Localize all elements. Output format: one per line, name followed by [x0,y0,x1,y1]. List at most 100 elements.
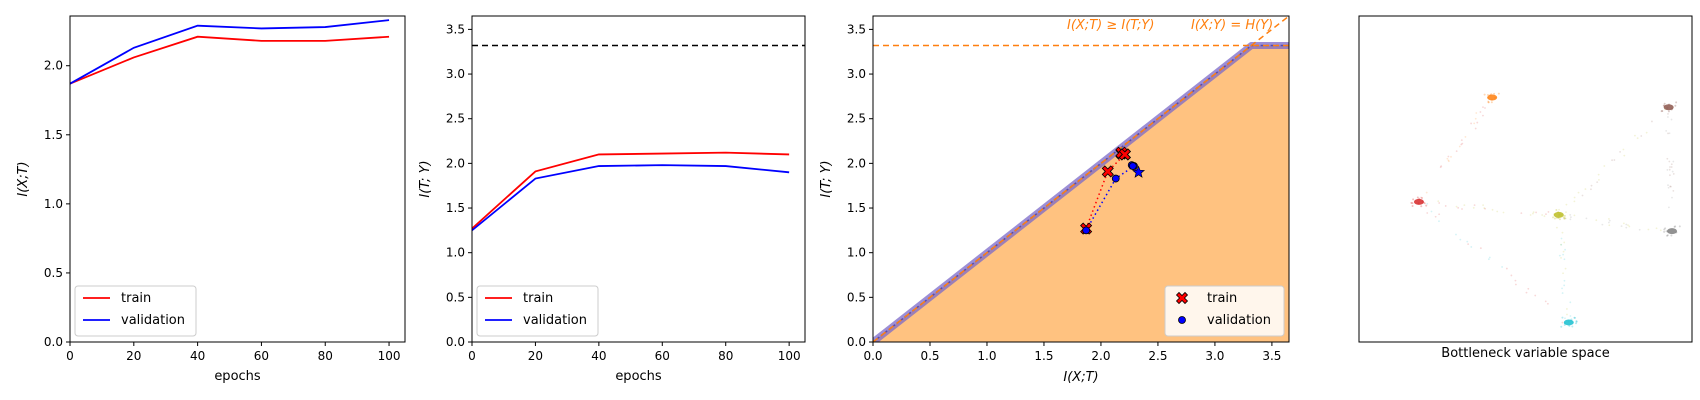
cluster-point [1663,102,1666,105]
embedding-point [1545,213,1547,216]
embedding-point [1430,210,1433,213]
embedding-point [1534,294,1537,297]
cluster-point [1552,216,1555,219]
x-axis-label: Bottleneck variable space [1441,346,1609,361]
embedding-point [1560,243,1562,246]
cluster-point [1557,217,1560,220]
embedding-point [1439,166,1442,169]
cluster-point [1490,98,1493,101]
embedding-point [1562,253,1565,256]
cluster-point [1425,204,1428,207]
legend: train validation [74,285,197,337]
cluster-point [1573,316,1576,319]
embedding-point [1470,122,1473,125]
cluster-point [1410,201,1413,204]
y-tick-label: 2.0 [44,59,63,73]
x-tick-label: 2.0 [1091,349,1110,363]
cluster-point [1553,217,1556,220]
embedding-point [1565,308,1568,310]
embedding-point [1444,205,1447,207]
identity-line [873,16,1289,342]
chart-panel-1: 0 20 40 60 80 100 0.0 0.5 1.0 1.5 2.0 epochs I(X;T… [16,15,406,384]
legend-label-validation: validation [121,313,185,328]
embedding-point [1569,315,1572,317]
embedding-point [1496,210,1499,213]
embedding-point [1450,155,1452,158]
cluster-5 [1667,228,1678,235]
legend-label-train: train [121,291,151,306]
feasible-region [873,45,1289,342]
cluster-point [1489,94,1492,97]
cluster-2 [1663,104,1674,111]
embedding-point [1541,214,1544,216]
embedding-point [1514,279,1517,282]
embedding-point [1455,205,1458,208]
x-tick-label: 100 [778,349,801,363]
cluster-point [1662,104,1665,107]
embedding-point [1622,148,1625,151]
embedding-point [1501,266,1503,268]
embedding-point [1460,143,1463,146]
embedding-point [1461,142,1464,145]
embedding-point [1473,122,1476,125]
x-tick-label: 3.5 [1262,349,1281,363]
embedding-point [1467,243,1470,246]
embedding-point [1608,224,1611,227]
legend-label-validation: validation [523,313,587,328]
embedding-point [1544,300,1547,303]
embedding-point [1563,284,1566,287]
cluster-point [1486,93,1489,96]
embedding-point [1447,159,1450,162]
point-train [1101,165,1114,178]
x-tick-label: 80 [718,349,733,363]
embedding-point [1555,226,1558,229]
x-tick-label: 40 [190,349,205,363]
cluster-point [1668,103,1671,106]
embedding-point [1565,203,1568,206]
plot-area-frame [471,15,806,343]
embedding-point [1670,118,1673,121]
cluster-point [1664,227,1667,230]
cluster-point [1675,101,1678,104]
embedding-point [1458,145,1461,148]
embedding-point [1670,166,1673,168]
x-tick-label: 0.0 [863,349,882,363]
embedding-point [1623,154,1626,157]
cluster-point [1575,320,1578,323]
cluster-point [1667,110,1670,113]
cluster-point [1418,197,1421,200]
x-tick-label: 1.5 [1034,349,1053,363]
embedding-point [1455,150,1458,153]
embedding-point [1569,301,1572,304]
embedding-point [1620,225,1623,228]
embedding-point [1447,155,1450,158]
embedding-point [1483,207,1486,209]
embedding-point [1482,114,1484,117]
embedding-point [1446,157,1449,160]
y-tick-label: 0.0 [44,335,63,349]
cluster-point [1555,216,1558,219]
plot-area-frame [1358,15,1693,343]
embedding-point [1603,165,1606,167]
annotation-entropy: I(X;Y) = H(Y) [1191,18,1273,33]
embedding-point [1577,191,1580,194]
embedding-point [1647,228,1650,231]
chart-panel-3: 0.0 0.5 1.0 1.5 2.0 2.5 3.0 3.5 0.0 0.5 1.0 1.5 2.0 2… [819,15,1290,385]
embedding-point [1525,291,1528,294]
embedding-point [1425,191,1428,194]
embedding-point [1655,227,1658,230]
embedding-point [1667,113,1669,115]
embedding-point [1625,223,1628,226]
x-tick-label: 2.5 [1148,349,1167,363]
embedding-point [1455,233,1457,236]
cluster-point [1563,214,1566,217]
x-tick-label: 20 [528,349,543,363]
series-line-train [472,151,790,230]
cluster-point [1573,316,1576,319]
embedding-point [1672,173,1675,175]
cluster-6 [1563,319,1574,326]
y-axis-label: I(T; Y) [819,160,834,197]
embedding-point [1564,248,1566,251]
embedding-point [1585,217,1588,220]
embedding-point [1558,254,1561,257]
